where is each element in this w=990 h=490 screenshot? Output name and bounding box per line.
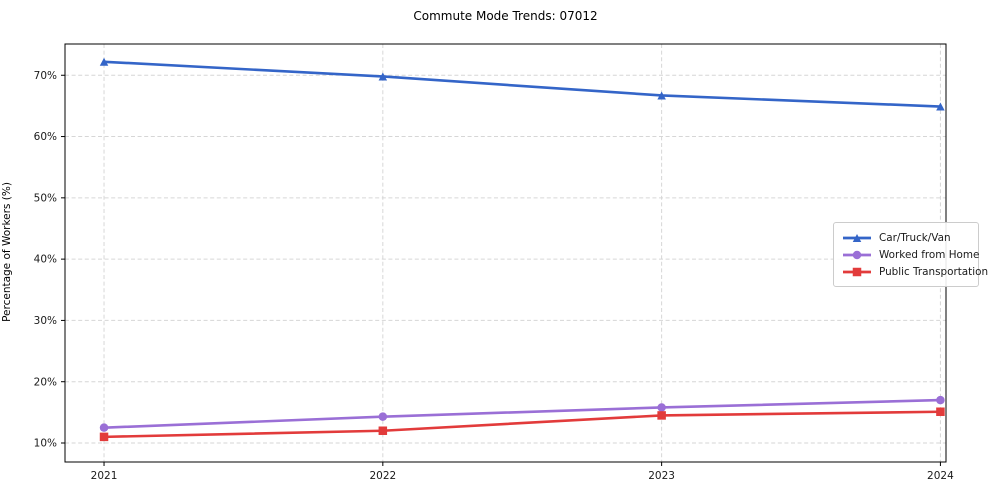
legend-swatch-triangle-icon [843, 233, 871, 242]
y-axis-label: Percentage of Workers (%) [1, 182, 13, 322]
series-public-transportation [99, 407, 945, 442]
y-tick-label: 60% [34, 131, 57, 143]
y-tick-label: 70% [34, 70, 57, 82]
triangle-marker-car-truck-van-2023 [657, 91, 666, 100]
triangle-marker-car-truck-van-2021 [99, 57, 109, 66]
square-marker-public-transportation-2021 [99, 432, 109, 442]
y-tick-label: 40% [34, 254, 57, 266]
legend-swatch-circle-icon [843, 250, 871, 259]
y-tick-label: 20% [34, 376, 57, 388]
legend-label: Car/Truck/Van [879, 231, 951, 244]
series-line-car-truck-van [102, 60, 942, 108]
square-marker-public-transportation-2022 [378, 426, 388, 435]
series-worked-from-home [99, 395, 945, 432]
legend-item-public-transportation: Public Transportation [842, 263, 988, 280]
legend-item-worked-from-home: Worked from Home [842, 246, 979, 263]
x-tick-label: 2021 [91, 470, 118, 482]
y-tick-label: 50% [34, 192, 57, 204]
triangle-marker-car-truck-van-2024 [936, 102, 945, 111]
circle-marker-legend [852, 250, 862, 259]
legend-label: Worked from Home [879, 248, 980, 261]
square-marker-public-transportation-2024 [936, 407, 945, 416]
square-marker-public-transportation-2023 [657, 411, 666, 420]
circle-marker-worked-from-home-2023 [657, 403, 666, 412]
plot-border [64, 43, 947, 463]
circle-marker-worked-from-home-2021 [99, 423, 109, 432]
circle-marker-worked-from-home-2024 [936, 395, 945, 405]
legend-swatch-square-icon [843, 267, 871, 276]
triangle-marker-car-truck-van-2022 [378, 72, 388, 81]
x-tick-label: 2022 [369, 470, 396, 482]
circle-marker-worked-from-home-2022 [378, 412, 388, 421]
x-tick-label: 2024 [927, 470, 954, 482]
y-tick-label: 30% [34, 315, 57, 327]
series-line-worked-from-home [102, 398, 942, 429]
legend-label: Public Transportation [879, 265, 989, 278]
series-car-truck-van [99, 57, 945, 111]
legend: Car/Truck/Van Worked from Home Public Tran… [833, 222, 988, 287]
triangle-marker-legend [852, 233, 862, 242]
square-marker-legend [852, 267, 862, 276]
x-tick-label: 2023 [648, 470, 675, 482]
legend-item-car-truck-van: Car/Truck/Van [842, 229, 970, 246]
y-tick-label: 10% [34, 438, 57, 450]
chart-title: Commute Mode Trends: 07012 [413, 9, 598, 23]
series-line-public-transportation [102, 410, 942, 439]
